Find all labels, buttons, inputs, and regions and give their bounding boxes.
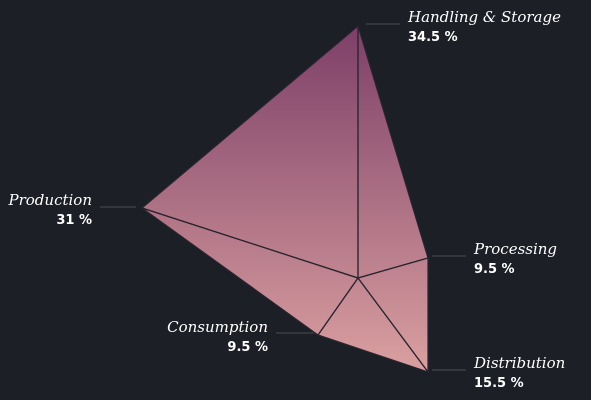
pyramid-shape	[140, 24, 430, 374]
value-label-production: 31 %	[56, 213, 92, 228]
label-layer: Handling & Storage 34.5 % Processing 9.5 % D…	[8, 8, 566, 391]
category-label-consumption: Consumption	[167, 318, 268, 336]
pyramid-fill	[142, 26, 428, 372]
segment-production[interactable]	[140, 24, 359, 279]
value-label-processing: 9.5 %	[474, 262, 515, 277]
category-label-production: Production	[8, 191, 92, 209]
value-label-handling-storage: 34.5 %	[408, 30, 458, 45]
value-label-consumption: 9.5 %	[227, 340, 268, 355]
category-label-processing: Processing	[473, 240, 557, 258]
value-label-distribution: 15.5 %	[474, 376, 524, 391]
category-label-handling-storage: Handling & Storage	[407, 8, 561, 26]
category-label-distribution: Distribution	[473, 354, 565, 372]
segment-handling-storage[interactable]	[357, 25, 429, 279]
